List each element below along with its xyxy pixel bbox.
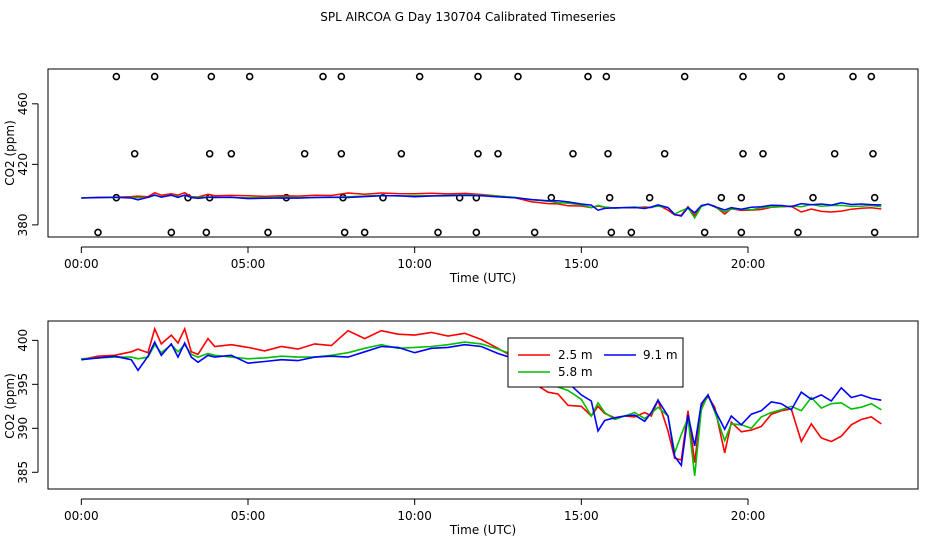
calibration-point [759, 149, 767, 158]
calibration-point [870, 228, 879, 237]
calibration-point [474, 72, 482, 81]
calibration-point [167, 228, 176, 237]
top-x-tick-label: 00:00 [64, 257, 99, 271]
top-series-lines [81, 191, 882, 220]
calibration-point [415, 72, 424, 81]
top-calibration-points [94, 72, 879, 237]
legend-label-2.5m: 2.5 m [558, 348, 593, 362]
calibration-point [717, 193, 726, 202]
calibration-point [150, 72, 159, 81]
bottom-x-tick-label: 10:00 [397, 509, 432, 523]
bottom-series-lines [81, 326, 882, 476]
top-y-tick-label: 460 [16, 92, 30, 115]
bottom-x-tick-label: 05:00 [231, 509, 266, 523]
calibration-point [739, 149, 747, 158]
calibration-point [547, 193, 556, 202]
bottom-axes: 00:00 05:00 10:00 15:00 20:00 385 390 395 400 [16, 329, 765, 523]
calibration-point [379, 193, 387, 202]
bottom-plot-frame [47, 320, 919, 490]
calibration-point [340, 228, 349, 237]
legend-label-5.8m: 5.8 m [558, 365, 593, 379]
top-x-tick-label: 20:00 [731, 257, 766, 271]
top-y-tick-label: 420 [16, 153, 30, 176]
calibration-point [245, 72, 254, 81]
top-x-axis-label: Time (UTC) [449, 271, 516, 285]
calibration-point [737, 193, 746, 202]
top-x-tick-label: 15:00 [564, 257, 599, 271]
bottom-x-tick-label: 15:00 [564, 509, 599, 523]
calibration-point [130, 149, 139, 158]
top-y-tick-label: 380 [16, 213, 30, 236]
bottom-y-tick-label: 390 [16, 417, 30, 440]
calibration-point [514, 72, 522, 81]
calibration-point [112, 72, 121, 81]
calibration-point [584, 72, 592, 81]
calibration-point [830, 149, 839, 158]
calibration-point [319, 72, 327, 81]
calibration-point [205, 149, 214, 158]
bottom-x-tick-label: 00:00 [64, 509, 99, 523]
calibration-point [360, 228, 369, 237]
top-plot-frame [47, 68, 919, 238]
calibration-point [207, 72, 216, 81]
top-x-tick-label: 10:00 [397, 257, 432, 271]
calibration-point [607, 228, 616, 237]
calibration-point [94, 228, 102, 237]
legend-box [507, 337, 684, 388]
calibration-point [337, 149, 346, 158]
top-x-tick-label: 05:00 [231, 257, 266, 271]
top-series-line-5.8m [81, 194, 882, 220]
calibration-point [202, 228, 211, 237]
calibration-point [739, 72, 747, 81]
calibration-point [660, 149, 669, 158]
calibration-point [645, 193, 654, 202]
calibration-point [869, 149, 877, 158]
calibration-point [809, 193, 817, 202]
bottom-series-line-9.1m [81, 340, 882, 468]
calibration-point [397, 149, 406, 158]
calibration-point [700, 228, 709, 237]
calibration-point [569, 149, 577, 158]
bottom-x-axis-label: Time (UTC) [449, 523, 516, 537]
calibration-point [604, 149, 612, 158]
bottom-y-tick-label: 395 [16, 373, 30, 396]
calibration-point [472, 228, 481, 237]
top-y-axis-label: CO2 (ppm) [3, 120, 17, 186]
calibration-point [602, 72, 611, 81]
bottom-x-tick-label: 20:00 [731, 509, 766, 523]
calibration-point [849, 72, 857, 81]
calibration-point [264, 228, 272, 237]
top-series-line-9.1m [81, 194, 882, 217]
calibration-point [777, 72, 786, 81]
bottom-y-tick-label: 385 [16, 461, 30, 484]
legend: 2.5 m 5.8 m 9.1 m [507, 337, 684, 388]
calibration-point [434, 228, 442, 237]
calibration-point [605, 193, 614, 202]
bottom-y-axis-label: CO2 (ppm) [3, 373, 17, 439]
calibration-point [337, 72, 346, 81]
calibration-point [474, 149, 482, 158]
calibration-point [867, 72, 876, 81]
calibration-point [627, 228, 636, 237]
calibration-point [530, 228, 539, 237]
bottom-y-tick-label: 400 [16, 329, 30, 352]
calibration-point [300, 149, 309, 158]
chart-title: SPL AIRCOA G Day 130704 Calibrated Times… [320, 10, 615, 24]
bottom-series-line-2.5m [81, 326, 882, 463]
bottom-series-line-5.8m [81, 341, 882, 476]
calibration-point [737, 228, 746, 237]
calibration-point [870, 193, 879, 202]
calibration-point [794, 228, 802, 237]
calibration-point [227, 149, 236, 158]
legend-label-9.1m: 9.1 m [643, 348, 678, 362]
calibration-point [680, 72, 689, 81]
top-axes: 00:00 05:00 10:00 15:00 20:00 380 420 460 [16, 92, 765, 271]
calibration-point [494, 149, 502, 158]
